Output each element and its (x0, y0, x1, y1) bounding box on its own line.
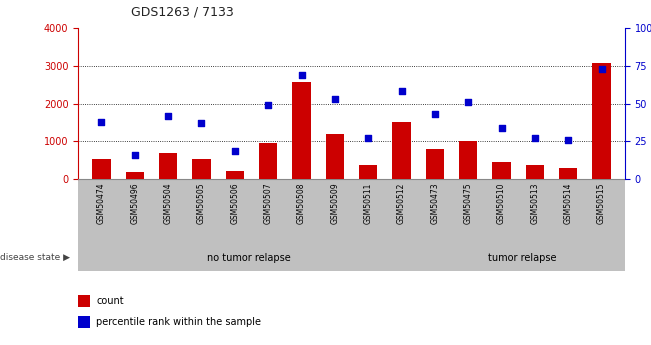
Point (329, 96, 340, 102)
Text: GSM50475: GSM50475 (464, 183, 473, 225)
Bar (292, 82, 311, 179)
Point (596, 66, 607, 71)
Text: GSM50511: GSM50511 (364, 183, 373, 224)
Text: GSM50513: GSM50513 (531, 183, 540, 224)
Text: GSM50507: GSM50507 (264, 183, 273, 225)
Point (130, 152, 140, 158)
Text: GSM50508: GSM50508 (297, 183, 306, 224)
Bar (192, 159, 211, 179)
Bar (326, 134, 344, 179)
Point (396, 89, 407, 94)
Text: GSM50515: GSM50515 (597, 183, 606, 224)
Text: GSM50496: GSM50496 (130, 183, 139, 225)
Text: GSM50474: GSM50474 (97, 183, 106, 225)
Point (496, 125, 506, 130)
Point (197, 120, 207, 126)
Bar (226, 171, 244, 179)
Point (296, 72, 307, 77)
Text: count: count (96, 296, 124, 306)
Bar (426, 149, 444, 179)
Point (530, 136, 540, 141)
Text: GDS1263 / 7133: GDS1263 / 7133 (131, 5, 234, 18)
Point (96, 119, 107, 125)
Bar (259, 142, 277, 179)
Text: GSM50504: GSM50504 (163, 183, 173, 225)
Bar (526, 165, 544, 179)
Bar (393, 122, 411, 179)
Text: GSM50510: GSM50510 (497, 183, 506, 224)
Text: GSM50473: GSM50473 (430, 183, 439, 225)
Text: GSM50506: GSM50506 (230, 183, 240, 225)
Text: percentile rank within the sample: percentile rank within the sample (96, 317, 261, 327)
Text: GSM50509: GSM50509 (330, 183, 339, 225)
Point (563, 137, 574, 143)
Bar (459, 141, 477, 179)
Text: tumor relapse: tumor relapse (488, 253, 557, 263)
Text: no tumor relapse: no tumor relapse (207, 253, 291, 263)
Text: GSM50505: GSM50505 (197, 183, 206, 225)
Bar (92, 159, 111, 179)
Text: GSM50514: GSM50514 (564, 183, 573, 224)
Text: disease state ▶: disease state ▶ (0, 253, 70, 263)
Bar (359, 165, 378, 179)
Bar (126, 172, 144, 179)
Bar (559, 168, 577, 179)
Text: GSM50512: GSM50512 (397, 183, 406, 224)
Bar (592, 63, 611, 179)
Point (230, 148, 240, 153)
Bar (159, 153, 177, 179)
Point (363, 136, 374, 141)
Point (263, 102, 273, 108)
Point (163, 113, 173, 118)
Bar (492, 161, 511, 179)
Point (463, 99, 473, 105)
Point (430, 111, 440, 117)
